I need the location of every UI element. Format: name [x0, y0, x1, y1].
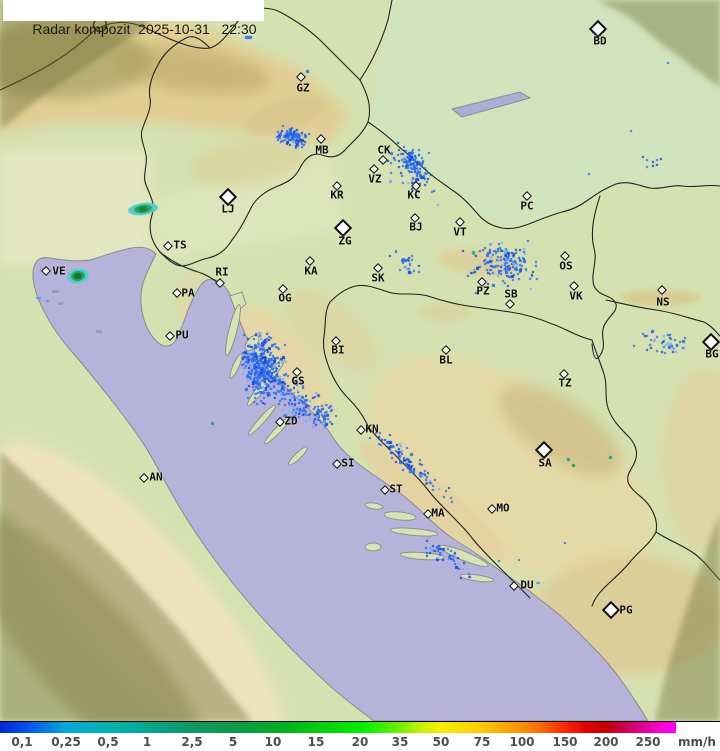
- city-marker-DU: [509, 581, 519, 591]
- scale-tick-250: 250: [635, 735, 661, 749]
- city-label-PA: PA: [181, 286, 195, 300]
- scale-tick-150: 150: [552, 735, 578, 749]
- city-label-BD: BD: [593, 34, 607, 48]
- city-label-VZ: VZ: [368, 172, 382, 186]
- city-label-KA: KA: [304, 264, 318, 278]
- city-marker-CK: [378, 155, 388, 165]
- city-marker-VE: [41, 266, 51, 276]
- city-label-AN: AN: [149, 470, 163, 484]
- city-label-KR: KR: [330, 188, 344, 202]
- city-label-LJ: LJ: [221, 202, 235, 216]
- city-label-RI: RI: [215, 265, 229, 279]
- city-label-DU: DU: [520, 578, 534, 592]
- scale-tick-15: 15: [307, 735, 325, 749]
- city-marker-AN: [139, 473, 149, 483]
- scale-tick-200: 200: [593, 735, 619, 749]
- city-marker-SB: [505, 299, 515, 309]
- city-markers-layer: GZ MB CK VZ KC KR BJ PC VT LJ ZG KA SK OG TS VE RI PA PU AN…: [41, 19, 720, 620]
- scale-tick-10: 10: [264, 735, 282, 749]
- scale-tick-0_25: 0,25: [51, 735, 81, 749]
- radar-map: GZ MB CK VZ KC KR BJ PC VT LJ ZG KA SK OG TS VE RI PA PU AN…: [0, 0, 720, 721]
- scale-tick-2_5: 2,5: [181, 735, 203, 749]
- city-label-ST: ST: [389, 482, 403, 496]
- city-marker-TS: [163, 241, 173, 251]
- city-label-PU: PU: [175, 328, 189, 342]
- city-label-SB: SB: [504, 287, 518, 301]
- city-label-KN: KN: [365, 422, 379, 436]
- scale-tick-50: 50: [432, 735, 450, 749]
- city-label-SK: SK: [371, 271, 385, 285]
- city-label-BG: BG: [705, 347, 719, 361]
- city-marker-GZ: [296, 72, 306, 82]
- city-label-GS: GS: [291, 374, 305, 388]
- city-label-ZD: ZD: [284, 414, 298, 428]
- city-label-BI: BI: [331, 343, 345, 357]
- city-label-ZG: ZG: [338, 234, 352, 248]
- city-label-MB: MB: [315, 143, 329, 157]
- city-label-TZ: TZ: [558, 376, 572, 390]
- scale-tick-35: 35: [391, 735, 409, 749]
- scale-tick-5: 5: [228, 735, 238, 749]
- city-marker-RI: [215, 278, 225, 288]
- city-label-OG: OG: [278, 291, 292, 305]
- city-label-VT: VT: [453, 225, 467, 239]
- city-marker-NS: [657, 285, 667, 295]
- city-label-MO: MO: [496, 501, 510, 515]
- city-label-NS: NS: [656, 295, 670, 309]
- scale-tick-75: 75: [473, 735, 491, 749]
- city-label-GZ: GZ: [296, 81, 310, 95]
- radar-echo-layer: [0, 0, 720, 721]
- city-label-SI: SI: [341, 456, 355, 470]
- city-marker-MB: [316, 134, 326, 144]
- city-marker-PU: [165, 331, 175, 341]
- city-label-CK: CK: [377, 143, 391, 157]
- map-title: Radar kompozit 2025-10-31 22:30: [32, 21, 257, 37]
- city-label-VE: VE: [52, 264, 66, 278]
- scale-tick-0_5: 0,5: [97, 735, 119, 749]
- city-marker-PG: [601, 600, 621, 620]
- city-label-BJ: BJ: [409, 220, 423, 234]
- scale-tick-20: 20: [351, 735, 369, 749]
- scale-tick-100: 100: [509, 735, 535, 749]
- city-label-SA: SA: [538, 456, 552, 470]
- title-bar: Radar kompozit 2025-10-31 22:30: [3, 0, 265, 37]
- unit-label: mm/h: [678, 735, 716, 749]
- city-label-PG: PG: [619, 603, 633, 617]
- city-label-VK: VK: [569, 289, 583, 303]
- city-label-PZ: PZ: [476, 284, 490, 298]
- city-label-KC: KC: [407, 188, 421, 202]
- city-label-PC: PC: [520, 199, 534, 213]
- intensity-gradient-bar: [0, 722, 676, 733]
- scale-tick-1: 1: [142, 735, 152, 749]
- city-label-TS: TS: [173, 238, 187, 252]
- intensity-legend: mm/h 0,1 0,25 0,5 1 2,5 5 10 15 20 35 50 75 100 150 20…: [0, 721, 720, 751]
- scale-tick-0_1: 0,1: [11, 735, 33, 749]
- intensity-tick-labels: mm/h 0,1 0,25 0,5 1 2,5 5 10 15 20 35 50 75 100 150 20…: [0, 735, 720, 751]
- city-label-OS: OS: [559, 259, 573, 273]
- city-label-MA: MA: [431, 506, 445, 520]
- city-label-BL: BL: [439, 353, 453, 367]
